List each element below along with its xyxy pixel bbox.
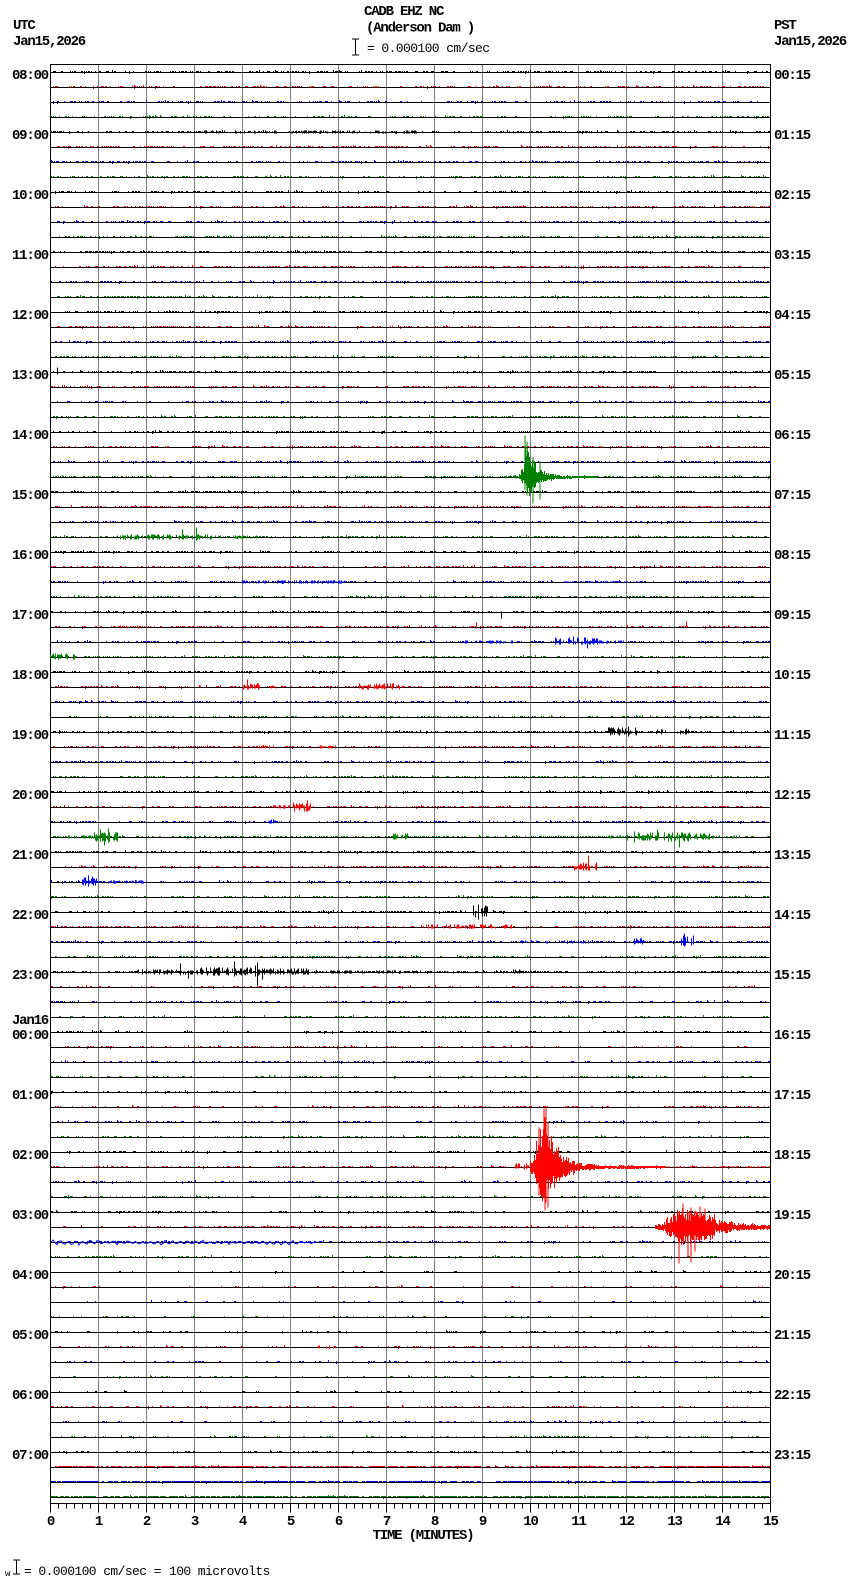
svg-text:22:00: 22:00 [12,908,49,924]
svg-text:04:15: 04:15 [774,308,811,324]
svg-text:1: 1 [95,1514,103,1530]
svg-text:2: 2 [143,1514,151,1530]
svg-text:03:15: 03:15 [774,248,811,264]
svg-text:14:00: 14:00 [12,428,49,444]
svg-text:15:15: 15:15 [774,968,811,984]
svg-text:01:15: 01:15 [774,128,811,144]
svg-text:07:00: 07:00 [12,1448,49,1464]
svg-text:07:15: 07:15 [774,488,811,504]
svg-text:8: 8 [431,1514,439,1530]
svg-text:01:00: 01:00 [12,1088,49,1104]
svg-text:20:15: 20:15 [774,1268,811,1284]
svg-text:04:00: 04:00 [12,1268,49,1284]
svg-text:15:00: 15:00 [12,488,49,504]
svg-text:7: 7 [383,1514,391,1530]
svg-text:12:15: 12:15 [774,788,811,804]
svg-text:22:15: 22:15 [774,1388,811,1404]
svg-text:17:00: 17:00 [12,608,49,624]
svg-text:13:00: 13:00 [12,368,49,384]
svg-text:19:15: 19:15 [774,1208,811,1224]
svg-text:20:00: 20:00 [12,788,49,804]
svg-text:14: 14 [715,1514,730,1530]
svg-text:15: 15 [763,1514,778,1530]
svg-text:Jan15,2026: Jan15,2026 [13,34,86,50]
svg-text:= 0.000100 cm/sec: = 0.000100 cm/sec [367,41,489,56]
svg-text:11: 11 [571,1514,586,1530]
svg-text:05:15: 05:15 [774,368,811,384]
svg-text:09:15: 09:15 [774,608,811,624]
svg-text:Jan16: Jan16 [12,1013,49,1029]
svg-text:14:15: 14:15 [774,908,811,924]
svg-text:w: w [5,1569,11,1579]
svg-text:= 0.000100 cm/sec =: = 0.000100 cm/sec = [24,1564,162,1579]
svg-text:16:15: 16:15 [774,1028,811,1044]
svg-text:11:00: 11:00 [12,248,49,264]
svg-text:08:15: 08:15 [774,548,811,564]
svg-text:9: 9 [479,1514,487,1530]
svg-text:02:15: 02:15 [774,188,811,204]
svg-text:PST: PST [774,18,796,34]
svg-text:6: 6 [335,1514,343,1530]
svg-text:06:00: 06:00 [12,1388,49,1404]
svg-text:00:15: 00:15 [774,68,811,84]
svg-text:02:00: 02:00 [12,1148,49,1164]
svg-text:UTC: UTC [13,18,36,34]
svg-text:(Anderson Dam ): (Anderson Dam ) [366,21,474,37]
svg-text:10:15: 10:15 [774,668,811,684]
svg-text:TIME (MINUTES): TIME (MINUTES) [373,1528,474,1544]
svg-text:12: 12 [619,1514,634,1530]
svg-text:10: 10 [523,1514,538,1530]
svg-text:00:00: 00:00 [12,1028,49,1044]
svg-text:5: 5 [287,1514,295,1530]
svg-text:10:00: 10:00 [12,188,49,204]
svg-text:23:00: 23:00 [12,968,49,984]
svg-text:21:00: 21:00 [12,848,49,864]
svg-text:18:00: 18:00 [12,668,49,684]
svg-text:09:00: 09:00 [12,128,49,144]
svg-text:4: 4 [239,1514,247,1530]
svg-text:05:00: 05:00 [12,1328,49,1344]
svg-text:13:15: 13:15 [774,848,811,864]
svg-text:13: 13 [667,1514,682,1530]
svg-text:03:00: 03:00 [12,1208,49,1224]
svg-text:3: 3 [191,1514,199,1530]
svg-text:0: 0 [47,1514,55,1530]
svg-text:19:00: 19:00 [12,728,49,744]
svg-text:100 microvolts: 100 microvolts [169,1564,270,1579]
svg-text:18:15: 18:15 [774,1148,811,1164]
svg-text:Jan15,2026: Jan15,2026 [774,34,847,50]
svg-text:21:15: 21:15 [774,1328,811,1344]
svg-text:17:15: 17:15 [774,1088,811,1104]
svg-text:16:00: 16:00 [12,548,49,564]
svg-text:12:00: 12:00 [12,308,49,324]
svg-text:23:15: 23:15 [774,1448,811,1464]
svg-text:06:15: 06:15 [774,428,811,444]
svg-text:CADB EHZ NC: CADB EHZ NC [364,4,445,20]
svg-text:08:00: 08:00 [12,68,49,84]
svg-text:11:15: 11:15 [774,728,811,744]
